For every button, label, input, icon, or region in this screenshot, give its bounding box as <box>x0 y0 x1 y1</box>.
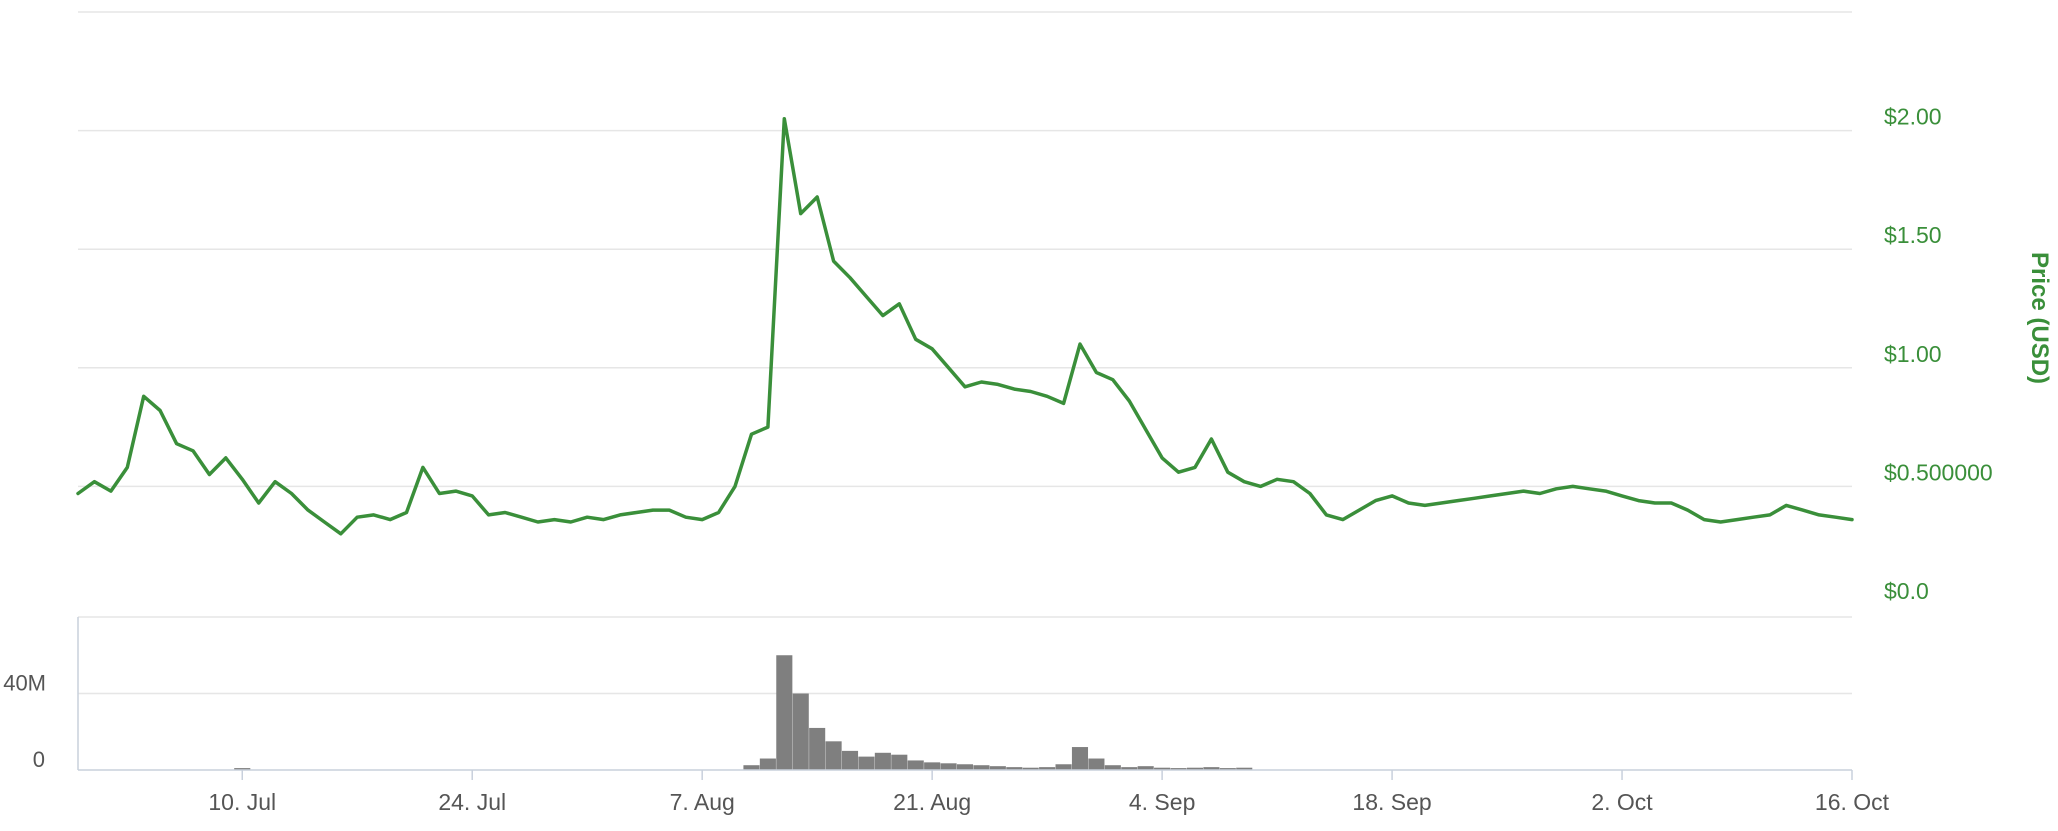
volume-bar <box>841 750 859 770</box>
price-gridlines <box>78 11 1852 488</box>
price-tick-label: $2.00 <box>1884 104 1942 130</box>
volume-bar <box>1121 767 1138 770</box>
volume-bar <box>874 752 891 770</box>
volume-bar <box>1022 767 1039 770</box>
volume-bar <box>1071 747 1089 770</box>
volume-bar <box>1088 758 1105 770</box>
volume-bar <box>759 758 776 770</box>
x-tick-label: 10. Jul <box>208 789 276 815</box>
x-tick-label: 21. Aug <box>893 789 971 815</box>
volume-bar <box>940 763 957 770</box>
volume-bar <box>825 741 842 770</box>
volume-bar <box>1137 766 1154 770</box>
volume-bar <box>907 760 924 770</box>
volume-tick-label: 40M <box>3 671 46 696</box>
volume-bar <box>1203 767 1220 770</box>
volume-bar <box>1219 768 1236 770</box>
price-series <box>76 116 1854 536</box>
volume-tick-label: 0 <box>33 747 45 772</box>
volume-bar <box>1170 768 1187 770</box>
x-tick-label: 7. Aug <box>670 789 735 815</box>
volume-bar <box>234 768 251 770</box>
volume-axis-ticks: 0 40M <box>3 671 46 773</box>
price-tick-label: $0.0 <box>1884 578 1929 604</box>
volume-bar <box>1236 767 1253 770</box>
volume-bar <box>776 655 793 770</box>
volume-bar <box>1006 767 1023 770</box>
price-line <box>76 116 1854 536</box>
volume-bars <box>234 655 1253 770</box>
volume-gridlines <box>77 616 1852 770</box>
volume-bar <box>1039 767 1056 770</box>
price-axis-title: Price (USD) <box>2026 252 2053 384</box>
volume-bar <box>858 756 875 770</box>
price-axis-ticks: $0.0 $0.500000 $1.00 $1.50 $2.00 <box>1884 104 1993 604</box>
volume-bar <box>973 765 990 770</box>
price-tick-label: $1.00 <box>1884 341 1942 367</box>
volume-bar <box>1186 767 1204 770</box>
x-tick-label: 2. Oct <box>1591 789 1653 815</box>
volume-bar <box>1104 765 1121 770</box>
x-tick-label: 18. Sep <box>1352 789 1431 815</box>
volume-bar <box>743 765 760 770</box>
volume-bar <box>924 762 941 770</box>
volume-bar <box>956 764 974 770</box>
volume-bar <box>792 693 809 770</box>
x-axis-ticks: 10. Jul 24. Jul 7. Aug 21. Aug 4. Sep 18. Sep… <box>208 770 1890 815</box>
x-tick-label: 24. Jul <box>438 789 506 815</box>
price-tick-label: $1.50 <box>1884 222 1942 248</box>
volume-bar <box>809 727 826 770</box>
volume-bar <box>891 754 908 770</box>
x-tick-label: 16. Oct <box>1815 789 1890 815</box>
volume-bar <box>989 766 1006 770</box>
price-tick-label: $0.500000 <box>1884 459 1993 485</box>
volume-bar <box>1154 767 1171 770</box>
volume-bar <box>1055 764 1072 770</box>
x-tick-label: 4. Sep <box>1129 789 1196 815</box>
